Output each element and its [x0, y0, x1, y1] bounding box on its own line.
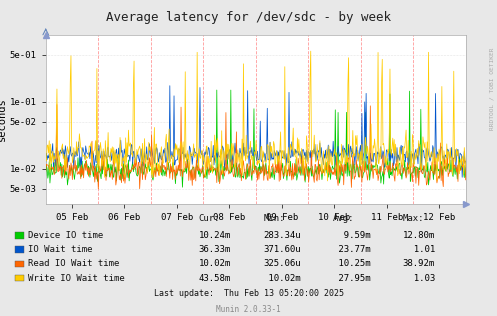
Text: 1.01: 1.01: [403, 245, 435, 254]
Text: 38.92m: 38.92m: [403, 259, 435, 268]
Text: Min:: Min:: [263, 214, 285, 223]
Text: RRDTOOL / TOBI OETIKER: RRDTOOL / TOBI OETIKER: [490, 47, 495, 130]
Text: Write IO Wait time: Write IO Wait time: [28, 274, 125, 283]
Text: 43.58m: 43.58m: [199, 274, 231, 283]
Text: 9.59m: 9.59m: [333, 231, 371, 240]
Text: 10.24m: 10.24m: [199, 231, 231, 240]
Text: 10.25m: 10.25m: [333, 259, 371, 268]
Text: Average latency for /dev/sdc - by week: Average latency for /dev/sdc - by week: [106, 11, 391, 24]
Text: Avg:: Avg:: [333, 214, 354, 223]
Text: IO Wait time: IO Wait time: [28, 245, 92, 254]
Text: 325.06u: 325.06u: [263, 259, 301, 268]
Text: 10.02m: 10.02m: [263, 274, 301, 283]
Text: 371.60u: 371.60u: [263, 245, 301, 254]
Text: Munin 2.0.33-1: Munin 2.0.33-1: [216, 305, 281, 313]
Text: 12.80m: 12.80m: [403, 231, 435, 240]
Text: 36.33m: 36.33m: [199, 245, 231, 254]
Text: Cur:: Cur:: [199, 214, 220, 223]
Text: 10.02m: 10.02m: [199, 259, 231, 268]
Text: Read IO Wait time: Read IO Wait time: [28, 259, 119, 268]
Y-axis label: seconds: seconds: [0, 97, 7, 141]
Text: Device IO time: Device IO time: [28, 231, 103, 240]
Text: 27.95m: 27.95m: [333, 274, 371, 283]
Text: 1.03: 1.03: [403, 274, 435, 283]
Text: 283.34u: 283.34u: [263, 231, 301, 240]
Text: Max:: Max:: [403, 214, 424, 223]
Text: 23.77m: 23.77m: [333, 245, 371, 254]
Text: Last update:  Thu Feb 13 05:20:00 2025: Last update: Thu Feb 13 05:20:00 2025: [154, 289, 343, 298]
